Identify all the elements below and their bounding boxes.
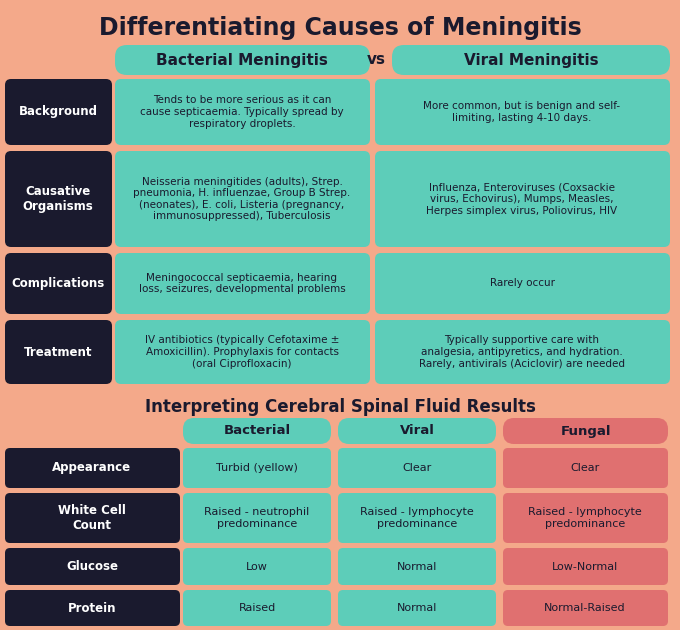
FancyBboxPatch shape	[375, 79, 670, 145]
FancyBboxPatch shape	[338, 448, 496, 488]
FancyBboxPatch shape	[375, 253, 670, 314]
Text: Bacterial: Bacterial	[224, 425, 290, 437]
Text: Bacterial Meningitis: Bacterial Meningitis	[156, 52, 328, 67]
Text: Clear: Clear	[571, 463, 600, 473]
Text: Typically supportive care with
analgesia, antipyretics, and hydration.
Rarely, a: Typically supportive care with analgesia…	[419, 335, 625, 369]
FancyBboxPatch shape	[183, 590, 331, 626]
Text: IV antibiotics (typically Cefotaxime ±
Amoxicillin). Prophylaxis for contacts
(o: IV antibiotics (typically Cefotaxime ± A…	[145, 335, 339, 369]
FancyBboxPatch shape	[183, 548, 331, 585]
FancyBboxPatch shape	[503, 493, 668, 543]
FancyBboxPatch shape	[5, 151, 112, 247]
FancyBboxPatch shape	[5, 493, 180, 543]
Text: Treatment: Treatment	[24, 345, 92, 358]
Text: Complications: Complications	[12, 277, 105, 290]
FancyBboxPatch shape	[338, 418, 496, 444]
FancyBboxPatch shape	[5, 548, 180, 585]
Text: More common, but is benign and self-
limiting, lasting 4-10 days.: More common, but is benign and self- lim…	[424, 101, 621, 123]
Text: Rarely occur: Rarely occur	[490, 278, 554, 289]
Text: Clear: Clear	[403, 463, 432, 473]
FancyBboxPatch shape	[115, 45, 370, 75]
FancyBboxPatch shape	[503, 548, 668, 585]
Text: Fungal: Fungal	[560, 425, 611, 437]
FancyBboxPatch shape	[5, 79, 112, 145]
Text: Normal: Normal	[397, 603, 437, 613]
Text: Viral: Viral	[400, 425, 435, 437]
Text: Differentiating Causes of Meningitis: Differentiating Causes of Meningitis	[99, 16, 581, 40]
FancyBboxPatch shape	[338, 548, 496, 585]
FancyBboxPatch shape	[183, 448, 331, 488]
Text: Background: Background	[18, 105, 97, 118]
Text: Normal-Raised: Normal-Raised	[544, 603, 626, 613]
FancyBboxPatch shape	[503, 448, 668, 488]
Text: Raised - lymphocyte
predominance: Raised - lymphocyte predominance	[360, 507, 474, 529]
Text: White Cell
Count: White Cell Count	[58, 504, 126, 532]
FancyBboxPatch shape	[375, 320, 670, 384]
Text: Causative
Organisms: Causative Organisms	[22, 185, 93, 213]
Text: Raised - lymphocyte
predominance: Raised - lymphocyte predominance	[528, 507, 642, 529]
FancyBboxPatch shape	[5, 253, 112, 314]
Text: Appearance: Appearance	[52, 462, 131, 474]
FancyBboxPatch shape	[5, 320, 112, 384]
Text: Meningococcal septicaemia, hearing
loss, seizures, developmental problems: Meningococcal septicaemia, hearing loss,…	[139, 273, 345, 294]
Text: Interpreting Cerebral Spinal Fluid Results: Interpreting Cerebral Spinal Fluid Resul…	[145, 398, 535, 416]
FancyBboxPatch shape	[183, 493, 331, 543]
FancyBboxPatch shape	[392, 45, 670, 75]
Text: Influenza, Enteroviruses (Coxsackie
virus, Echovirus), Mumps, Measles,
Herpes si: Influenza, Enteroviruses (Coxsackie viru…	[426, 183, 617, 215]
FancyBboxPatch shape	[338, 493, 496, 543]
FancyBboxPatch shape	[183, 418, 331, 444]
Text: Neisseria meningitides (adults), Strep.
pneumonia, H. influenzae, Group B Strep.: Neisseria meningitides (adults), Strep. …	[133, 176, 351, 221]
Text: Viral Meningitis: Viral Meningitis	[464, 52, 598, 67]
Text: Tends to be more serious as it can
cause septicaemia. Typically spread by
respir: Tends to be more serious as it can cause…	[140, 95, 344, 129]
Text: Turbid (yellow): Turbid (yellow)	[216, 463, 298, 473]
FancyBboxPatch shape	[115, 253, 370, 314]
Text: Low-Normal: Low-Normal	[552, 561, 618, 571]
Text: Glucose: Glucose	[66, 560, 118, 573]
FancyBboxPatch shape	[5, 590, 180, 626]
Text: Normal: Normal	[397, 561, 437, 571]
FancyBboxPatch shape	[503, 418, 668, 444]
FancyBboxPatch shape	[115, 320, 370, 384]
Text: Raised: Raised	[239, 603, 275, 613]
FancyBboxPatch shape	[503, 590, 668, 626]
FancyBboxPatch shape	[5, 448, 180, 488]
Text: Protein: Protein	[68, 602, 116, 614]
Text: vs: vs	[367, 52, 386, 67]
FancyBboxPatch shape	[115, 151, 370, 247]
FancyBboxPatch shape	[375, 151, 670, 247]
Text: Raised - neutrophil
predominance: Raised - neutrophil predominance	[205, 507, 309, 529]
FancyBboxPatch shape	[338, 590, 496, 626]
FancyBboxPatch shape	[115, 79, 370, 145]
Text: Low: Low	[246, 561, 268, 571]
